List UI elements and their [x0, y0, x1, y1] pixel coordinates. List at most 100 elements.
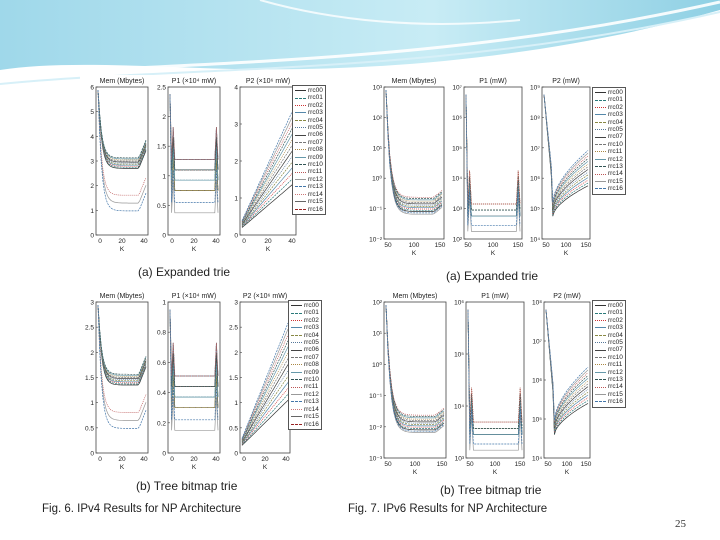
series-line	[97, 304, 147, 429]
panel-title: Mem (Mbytes)	[100, 293, 145, 300]
legend-swatch	[295, 97, 306, 99]
legend-entry: rrc02	[595, 104, 623, 111]
y-tick-label: 1	[90, 400, 94, 407]
series-line	[97, 304, 147, 378]
series-line	[385, 89, 443, 206]
y-tick-label: 3	[90, 159, 94, 166]
fig6-caption: Fig. 6. IPv4 Results for NP Architecture	[42, 503, 242, 515]
x-tick-label: 20	[118, 238, 126, 245]
legend-label: rrc05	[608, 126, 623, 134]
legend-label: rrc14	[304, 405, 319, 413]
legend-swatch	[291, 327, 302, 329]
x-tick-label: 100	[562, 461, 573, 468]
series-line	[97, 304, 147, 375]
plot-frame	[543, 301, 591, 459]
y-tick-label: 0	[234, 451, 238, 458]
fig7-caption: Fig. 7. IPv6 Results for NP Architecture	[348, 503, 548, 515]
series-line	[241, 177, 295, 228]
legend-label: rrc14	[608, 170, 623, 178]
series-line	[385, 305, 445, 421]
legend-label: rrc08	[308, 146, 323, 154]
legend-label: rrc16	[608, 185, 623, 193]
legend-entry: rrc16	[595, 398, 623, 405]
x-tick-label: 20	[261, 456, 269, 463]
fig6b-panel-1: P1 (×10⁴ mW) 1 0.8 0.6 0.4 0.2 00 20 40 K	[157, 293, 221, 471]
y-tick-label: 0.5	[229, 425, 238, 432]
y-tick-label: 10⁷	[530, 145, 540, 152]
legend-swatch	[291, 334, 302, 336]
series-line	[465, 94, 521, 211]
panel-title: Mem (Mbytes)	[392, 78, 437, 85]
plot-frame	[541, 86, 591, 240]
panel-title: P1 (mW)	[479, 78, 507, 85]
legend-label: rrc02	[608, 103, 623, 111]
y-tick-label: 10⁴	[530, 237, 540, 244]
legend-swatch	[595, 349, 606, 351]
series-line	[169, 309, 219, 398]
x-tick-label: 0	[242, 456, 246, 463]
x-tick-label: 0	[170, 456, 174, 463]
series-line	[467, 309, 523, 435]
legend-entry: rrc06	[291, 346, 319, 353]
x-tick-label: 20	[190, 238, 198, 245]
x-axis-label: K	[491, 250, 496, 257]
y-tick-label: 10⁶	[532, 378, 542, 385]
y-tick-label: 10⁻¹	[369, 206, 383, 213]
series-line	[241, 328, 289, 440]
y-tick-label: 10⁻³	[369, 456, 383, 463]
series-line	[241, 182, 295, 228]
legend-entry: rrc01	[595, 96, 623, 103]
legend-label: rrc15	[608, 177, 623, 185]
legend-entry: rrc10	[595, 141, 623, 148]
fig7a-panels: Mem (Mbytes) 10³ 10² 10¹ 10⁰ 10⁻¹ 10⁻² 50 100 150…	[368, 75, 626, 265]
legend-entry: rrc02	[291, 317, 319, 324]
y-tick-label: 10⁵	[532, 417, 542, 424]
legend-swatch	[595, 379, 606, 381]
legend-entry: rrc06	[295, 131, 323, 138]
legend-label: rrc11	[308, 168, 323, 176]
panel-title: P1 (×10⁴ mW)	[172, 293, 216, 300]
legend-swatch	[291, 423, 302, 425]
legend-label: rrc00	[308, 87, 323, 94]
series-line	[241, 382, 289, 445]
legend-label: rrc04	[308, 116, 323, 124]
y-tick-label: 10²	[373, 115, 383, 122]
legend-swatch	[291, 371, 302, 373]
series-line	[97, 304, 147, 381]
legend-label: rrc16	[304, 420, 319, 428]
series-line	[97, 89, 147, 196]
y-tick-label: 10⁶	[452, 115, 462, 122]
legend-entry: rrc14	[295, 191, 323, 198]
series-line	[169, 309, 219, 421]
series-line	[97, 304, 147, 379]
series-line	[543, 94, 589, 211]
legend-label: rrc00	[304, 302, 319, 309]
legend-label: rrc10	[608, 140, 623, 148]
y-tick-label: 0.2	[157, 420, 166, 427]
legend-swatch	[595, 129, 606, 131]
x-tick-label: 50	[384, 242, 392, 249]
series-line	[241, 107, 295, 221]
legend-swatch	[295, 127, 306, 129]
legend-label: rrc06	[304, 346, 319, 354]
legend-entry: rrc04	[595, 332, 623, 339]
x-tick-label: 100	[410, 461, 421, 468]
y-tick-label: 10⁴	[532, 456, 542, 463]
legend-entry: rrc07	[295, 139, 323, 146]
fig6a-legend: rrc00 rrc01 rrc02 rrc03 rrc04 rrc05 rrc06 rrc07…	[292, 85, 326, 215]
legend-swatch	[595, 107, 606, 109]
series-line	[241, 124, 295, 223]
legend-entry: rrc11	[595, 361, 623, 368]
series-line	[385, 305, 445, 416]
legend-entry: rrc00	[295, 87, 323, 94]
legend-entry: rrc09	[291, 369, 319, 376]
plot-frame	[465, 301, 525, 459]
legend-entry: rrc11	[595, 148, 623, 155]
series-line	[545, 309, 589, 433]
legend-swatch	[595, 136, 606, 138]
series-line	[241, 113, 295, 222]
series-line	[467, 309, 523, 423]
series-line	[97, 304, 147, 386]
panel-title: P1 (×10⁴ mW)	[172, 78, 216, 85]
y-tick-label: 6	[90, 85, 94, 92]
